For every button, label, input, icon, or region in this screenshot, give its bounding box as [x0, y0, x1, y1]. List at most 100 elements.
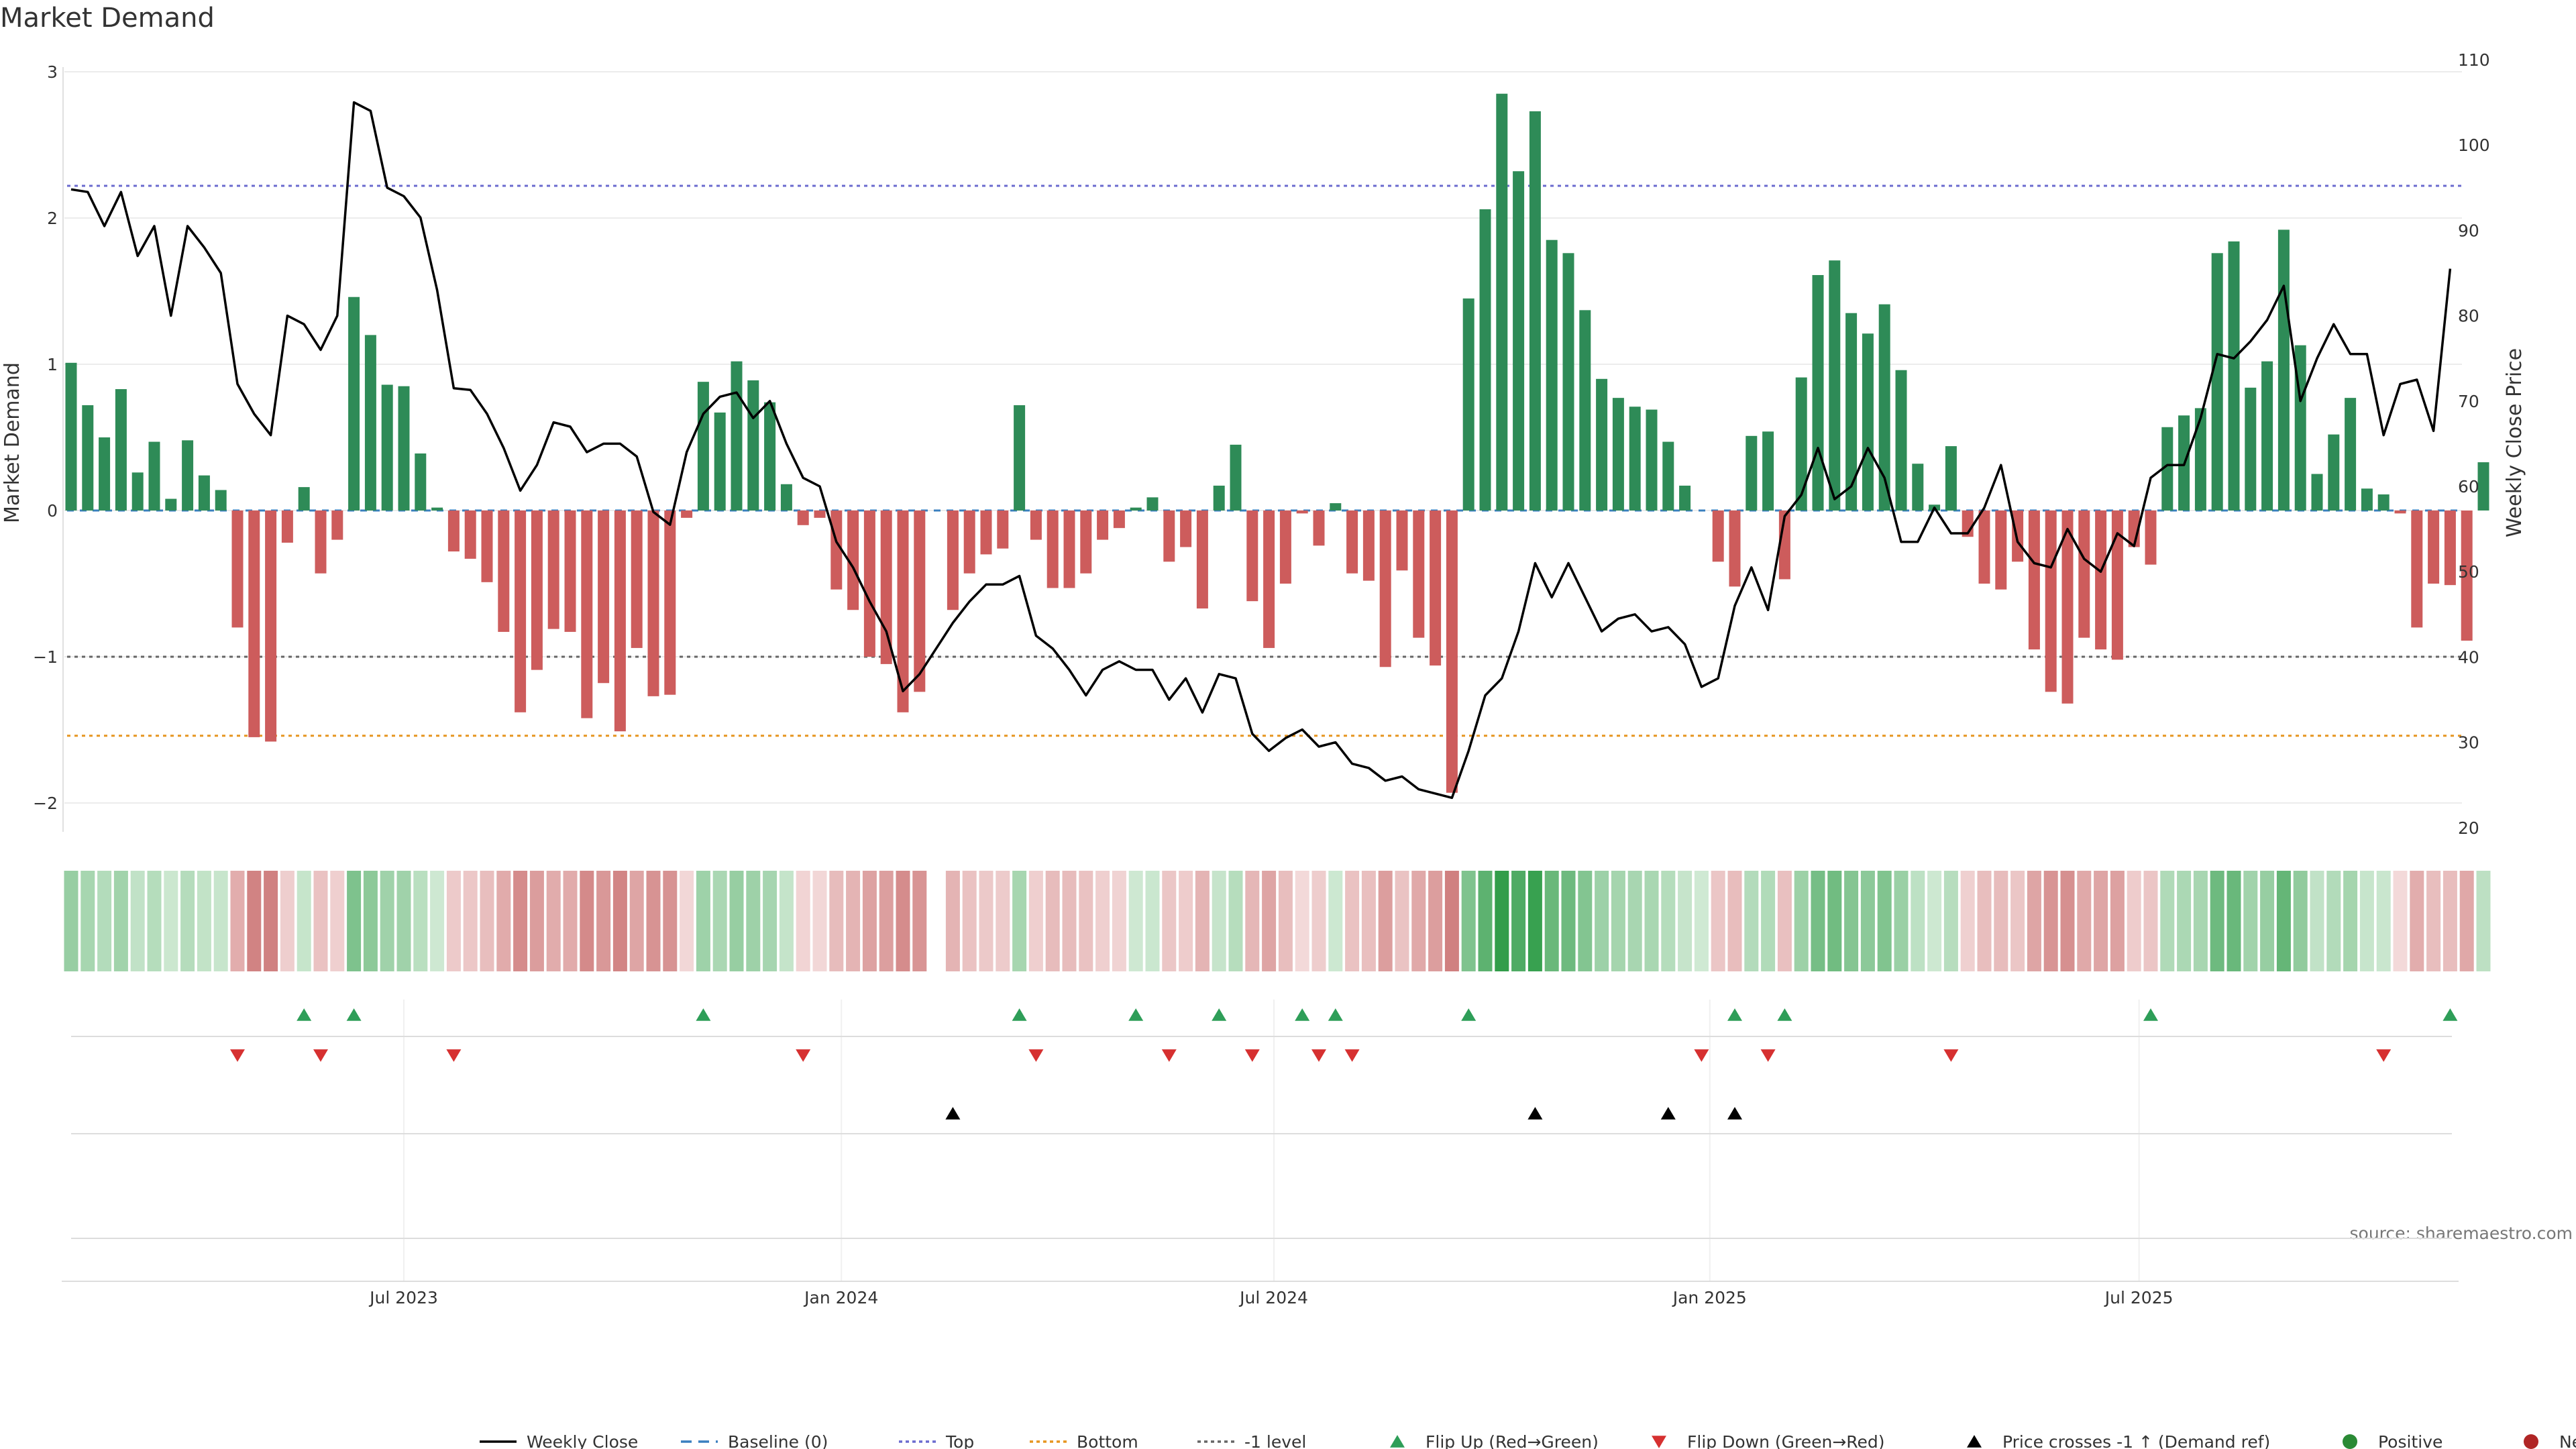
demand-bar — [515, 511, 527, 712]
heat-cell — [2393, 871, 2408, 971]
demand-bar — [1230, 444, 1242, 511]
demand-bar — [2194, 408, 2206, 511]
heat-cell — [2293, 871, 2308, 971]
demand-bar — [1413, 511, 1425, 638]
heat-cell — [829, 871, 844, 971]
demand-bar — [1246, 511, 1258, 602]
price-cross-marker — [1727, 1107, 1742, 1120]
legend-item: Flip Down (Green→Red) — [1652, 1432, 1885, 1449]
heat-cell — [2359, 871, 2374, 971]
demand-bar — [1163, 511, 1175, 562]
heat-cell — [612, 871, 627, 971]
flip-down-marker — [1943, 1049, 1959, 1062]
flip-up-marker — [297, 1008, 312, 1021]
flip-up-marker — [346, 1008, 362, 1021]
heat-cell — [1894, 871, 1909, 971]
legend-label: Weekly Close — [527, 1432, 638, 1449]
heat-cell — [779, 871, 794, 971]
heat-cell — [1860, 871, 1875, 971]
demand-bar — [1646, 409, 1658, 511]
heat-cell — [2027, 871, 2041, 971]
demand-bar — [797, 511, 809, 525]
heat-cell — [1960, 871, 1975, 971]
demand-bar — [2245, 387, 2257, 511]
demand-bar — [1014, 405, 1026, 511]
heat-cell — [945, 871, 960, 971]
heat-cell — [680, 871, 694, 971]
heat-cell — [1411, 871, 1426, 971]
demand-bar — [2028, 511, 2040, 650]
flip-up-marker — [1128, 1008, 1144, 1021]
demand-bar — [2161, 427, 2174, 511]
heat-cell — [862, 871, 877, 971]
heat-cell — [2060, 871, 2075, 971]
legend-item: Positive — [2343, 1432, 2443, 1449]
legend-swatch — [1652, 1436, 1666, 1448]
weekly-close-line — [70, 101, 2452, 800]
heat-cell — [962, 871, 977, 971]
demand-bar — [664, 511, 676, 695]
weekly-close-path — [70, 101, 2452, 800]
demand-bar — [298, 487, 310, 511]
demand-bar — [99, 437, 111, 511]
y-tick-label: 0 — [47, 501, 58, 521]
demand-bar — [780, 484, 792, 511]
legend-swatch — [2524, 1434, 2538, 1449]
heat-cell — [64, 871, 78, 971]
demand-bar — [1430, 511, 1442, 666]
demand-bar — [1513, 171, 1525, 511]
demand-bar — [598, 511, 610, 684]
heat-cell — [812, 871, 827, 971]
heat-cell — [247, 871, 262, 971]
heat-cell — [2459, 871, 2474, 971]
y-tick-label: 1 — [47, 355, 58, 374]
heat-cell — [912, 871, 927, 971]
demand-bar — [115, 389, 127, 511]
demand-bar — [1046, 511, 1059, 588]
flip-down-marker — [1344, 1049, 1360, 1062]
demand-bar — [1729, 511, 1741, 587]
demand-bar — [914, 511, 926, 692]
demand-bar — [2045, 511, 2057, 692]
legend-swatch — [2343, 1434, 2357, 1449]
demand-bar — [2277, 229, 2290, 511]
demand-bar — [1579, 310, 1591, 511]
price-cross-marker — [1660, 1107, 1676, 1120]
legend-label: -1 level — [1244, 1432, 1306, 1449]
heat-cell — [1877, 871, 1892, 971]
heat-cell — [1461, 871, 1476, 971]
demand-bar — [1462, 298, 1474, 511]
demand-bar — [1546, 239, 1558, 511]
demand-bar — [1313, 511, 1325, 546]
demand-bar — [731, 361, 743, 511]
grid-layer — [62, 67, 2462, 1281]
heat-cell — [1328, 871, 1343, 971]
demand-bar — [547, 511, 559, 629]
demand-bar — [248, 511, 260, 737]
heat-cell — [1361, 871, 1376, 971]
demand-bar — [747, 380, 759, 511]
flip-up-marker — [2443, 1008, 2458, 1021]
demand-bar — [447, 511, 460, 552]
flip-up-marker — [1461, 1008, 1477, 1021]
heat-cell — [2043, 871, 2058, 971]
demand-bar — [847, 511, 859, 610]
demand-bar — [1679, 485, 1691, 511]
demand-bar — [165, 498, 177, 511]
demand-bar — [348, 297, 360, 511]
demand-bar — [1529, 111, 1541, 511]
chart-title: Market Demand — [0, 3, 215, 34]
demand-bars — [65, 93, 2489, 793]
legend-item: Top — [899, 1432, 974, 1449]
demand-bar — [148, 441, 160, 511]
demand-bar — [2444, 511, 2456, 586]
heat-cell — [496, 871, 511, 971]
heat-cell — [2143, 871, 2158, 971]
demand-bar — [2477, 462, 2489, 511]
flip-markers — [62, 1008, 2459, 1282]
heat-cell — [563, 871, 578, 971]
demand-bar — [1362, 511, 1375, 581]
demand-bar — [1862, 333, 1874, 511]
demand-bar — [1063, 511, 1075, 588]
